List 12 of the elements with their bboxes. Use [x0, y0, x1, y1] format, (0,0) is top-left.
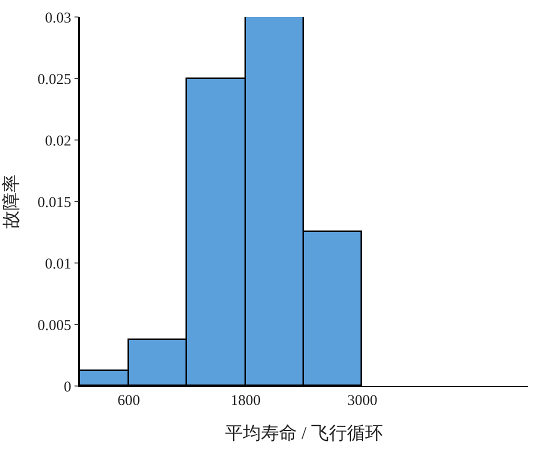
y-tick-label: 0.015: [38, 194, 72, 211]
y-tick-label: 0.03: [45, 10, 72, 26]
y-tick-label: 0.01: [45, 256, 72, 272]
y-tick-label: 0.005: [38, 318, 72, 334]
y-tick-label: 0.025: [38, 72, 72, 88]
x-tick-label: 600: [117, 393, 140, 409]
y-axis-title: 故障率: [1, 174, 22, 228]
x-axis-title: 平均寿命 / 飞行循环: [224, 423, 384, 444]
x-tick-label: 1800: [230, 393, 261, 409]
y-tick-label: 0.02: [45, 133, 72, 150]
x-tick-label: 3000: [347, 393, 378, 409]
y-tick-label: 0: [64, 379, 72, 396]
